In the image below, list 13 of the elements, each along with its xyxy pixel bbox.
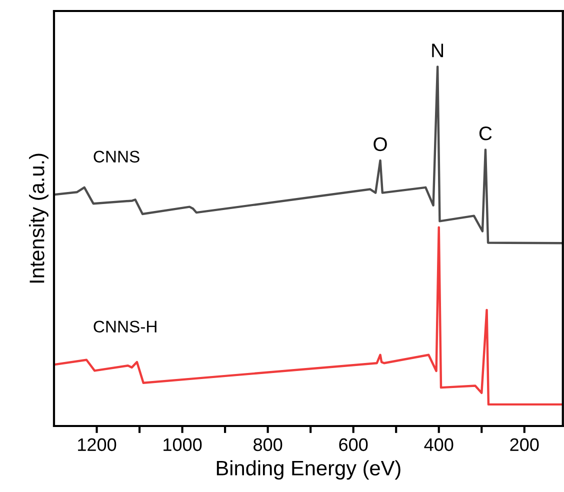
x-axis-title: Binding Energy (eV) [216, 460, 400, 480]
annotation: C [479, 126, 492, 140]
x-tick-label: 400 [424, 438, 454, 452]
annotation: N [432, 44, 444, 58]
x-tick-label: 800 [254, 438, 282, 452]
x-tick-label: 1200 [78, 438, 116, 452]
series-label: CNNS [94, 150, 140, 163]
annotation: O [374, 137, 387, 152]
series-label: CNNS-H [94, 320, 156, 333]
x-tick-label: 200 [510, 438, 539, 452]
x-tick-label: 600 [339, 438, 368, 452]
y-axis-title: Intensity (a.u.) [29, 154, 48, 283]
x-tick-label: 1000 [164, 438, 202, 452]
